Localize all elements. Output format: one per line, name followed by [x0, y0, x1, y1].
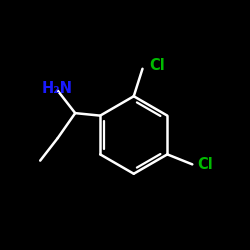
Text: Cl: Cl	[197, 157, 212, 172]
Text: Cl: Cl	[149, 58, 164, 72]
Text: H₂N: H₂N	[42, 80, 72, 96]
